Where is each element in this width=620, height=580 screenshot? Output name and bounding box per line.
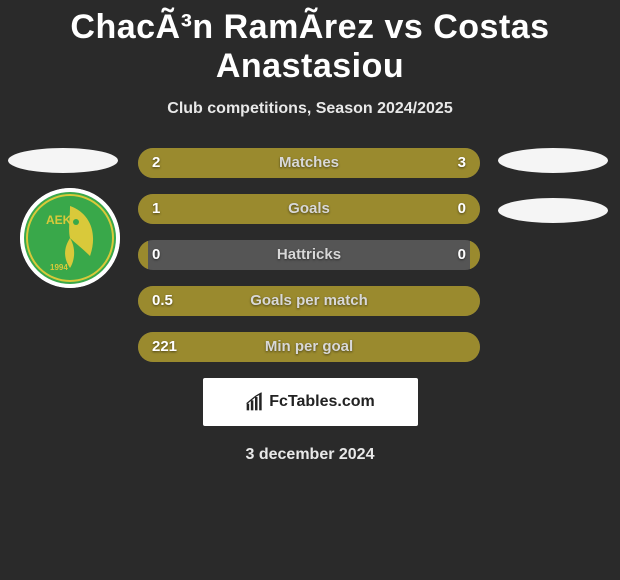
comparison-content: AEK 1994 23Matches 10Goals 00Hattricks 0.5G…: [0, 148, 620, 362]
stat-label: Goals per match: [138, 286, 480, 316]
logo-text: AEK: [46, 213, 72, 227]
branding-panel: FcTables.com: [203, 378, 418, 426]
stat-label: Min per goal: [138, 332, 480, 362]
comparison-title: ChacÃ³n RamÃ­rez vs Costas Anastasiou: [0, 0, 620, 86]
stat-row: 0.5Goals per match: [138, 286, 480, 316]
club-logo-svg: AEK 1994: [20, 188, 120, 288]
club-logo: AEK 1994: [20, 188, 120, 288]
player-badge-left: [8, 148, 118, 173]
branding-text: FcTables.com: [269, 393, 375, 411]
logo-year: 1994: [50, 263, 68, 272]
stat-row: 10Goals: [138, 194, 480, 224]
comparison-subtitle: Club competitions, Season 2024/2025: [0, 100, 620, 118]
comparison-date: 3 december 2024: [0, 446, 620, 464]
stat-label: Matches: [138, 148, 480, 178]
stat-row: 221Min per goal: [138, 332, 480, 362]
stat-bars: 23Matches 10Goals 00Hattricks 0.5Goals per …: [138, 148, 480, 362]
stat-label: Goals: [138, 194, 480, 224]
chart-icon: [245, 392, 265, 412]
player-badge-right-1: [498, 148, 608, 173]
stat-row: 23Matches: [138, 148, 480, 178]
player-badge-right-2: [498, 198, 608, 223]
stat-label: Hattricks: [138, 240, 480, 270]
branding-text-wrap: FcTables.com: [245, 392, 375, 412]
stat-row: 00Hattricks: [138, 240, 480, 270]
